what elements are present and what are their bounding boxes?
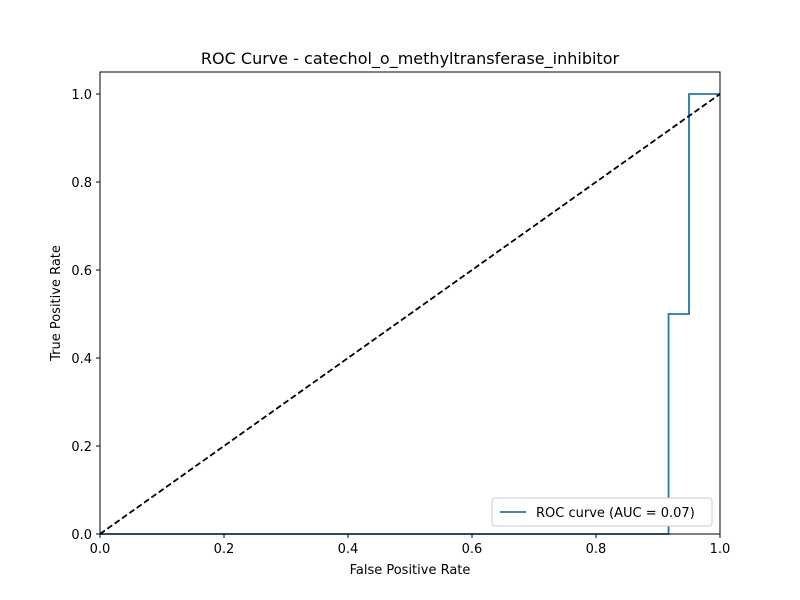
- x-tick-label: 0.4: [338, 542, 359, 557]
- plot-frame: [99, 71, 721, 535]
- y-axis-label: True Positive Rate: [49, 245, 64, 362]
- y-tick-label: 0.8: [71, 176, 92, 191]
- legend: ROC curve (AUC = 0.07): [491, 497, 713, 527]
- x-tick-label: 0.6: [462, 542, 483, 557]
- chance-diagonal-line: [99, 93, 721, 535]
- y-tick-label: 0.2: [71, 440, 92, 455]
- ticks-layer: 0.0 0.2 0.4 0.6 0.8 1.0 0.0 0.2 0.4 0.6 0.8 1.0: [71, 88, 730, 557]
- x-tick-label: 0.0: [90, 542, 111, 557]
- y-tick-label: 0.4: [71, 352, 92, 367]
- x-axis-label: False Positive Rate: [350, 563, 471, 578]
- legend-box: [491, 497, 713, 527]
- chart-title: ROC Curve - catechol_o_methyltransferase…: [201, 49, 620, 69]
- x-tick-label: 0.2: [214, 542, 235, 557]
- y-tick-label: 0.0: [71, 528, 92, 543]
- x-tick-label: 0.8: [586, 542, 607, 557]
- y-tick-label: 1.0: [71, 88, 92, 103]
- legend-label: ROC curve (AUC = 0.07): [536, 506, 695, 521]
- y-tick-label: 0.6: [71, 264, 92, 279]
- series-layer: [99, 93, 721, 535]
- x-tick-label: 1.0: [710, 542, 731, 557]
